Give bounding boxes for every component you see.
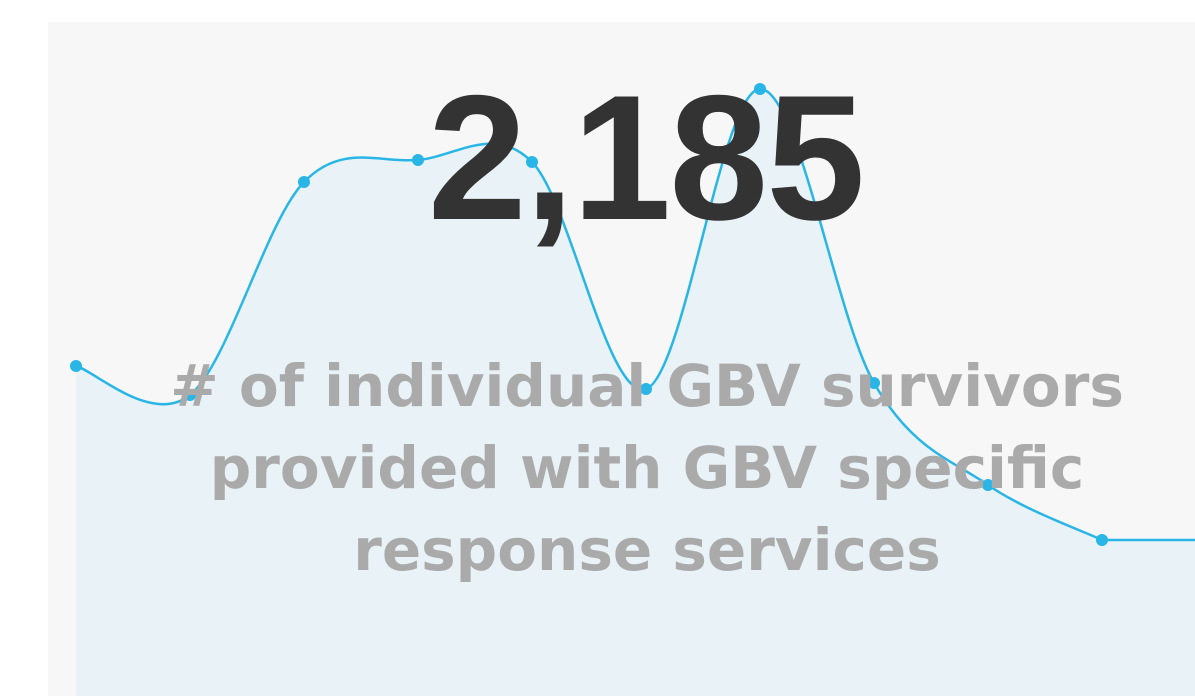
kpi-label: # of individual GBV survivors provided w… — [170, 352, 1124, 584]
data-point — [184, 389, 196, 401]
sparkline-line — [75, 87, 1195, 542]
data-point — [982, 479, 994, 491]
sparkline-area — [76, 88, 1195, 696]
data-point — [754, 83, 766, 95]
data-point — [70, 360, 82, 372]
data-point — [526, 156, 538, 168]
data-point — [298, 176, 310, 188]
kpi-value: 2,185 — [427, 58, 865, 257]
data-point — [412, 154, 424, 166]
data-point — [640, 383, 652, 395]
data-point — [1096, 534, 1108, 546]
data-point — [868, 377, 880, 389]
